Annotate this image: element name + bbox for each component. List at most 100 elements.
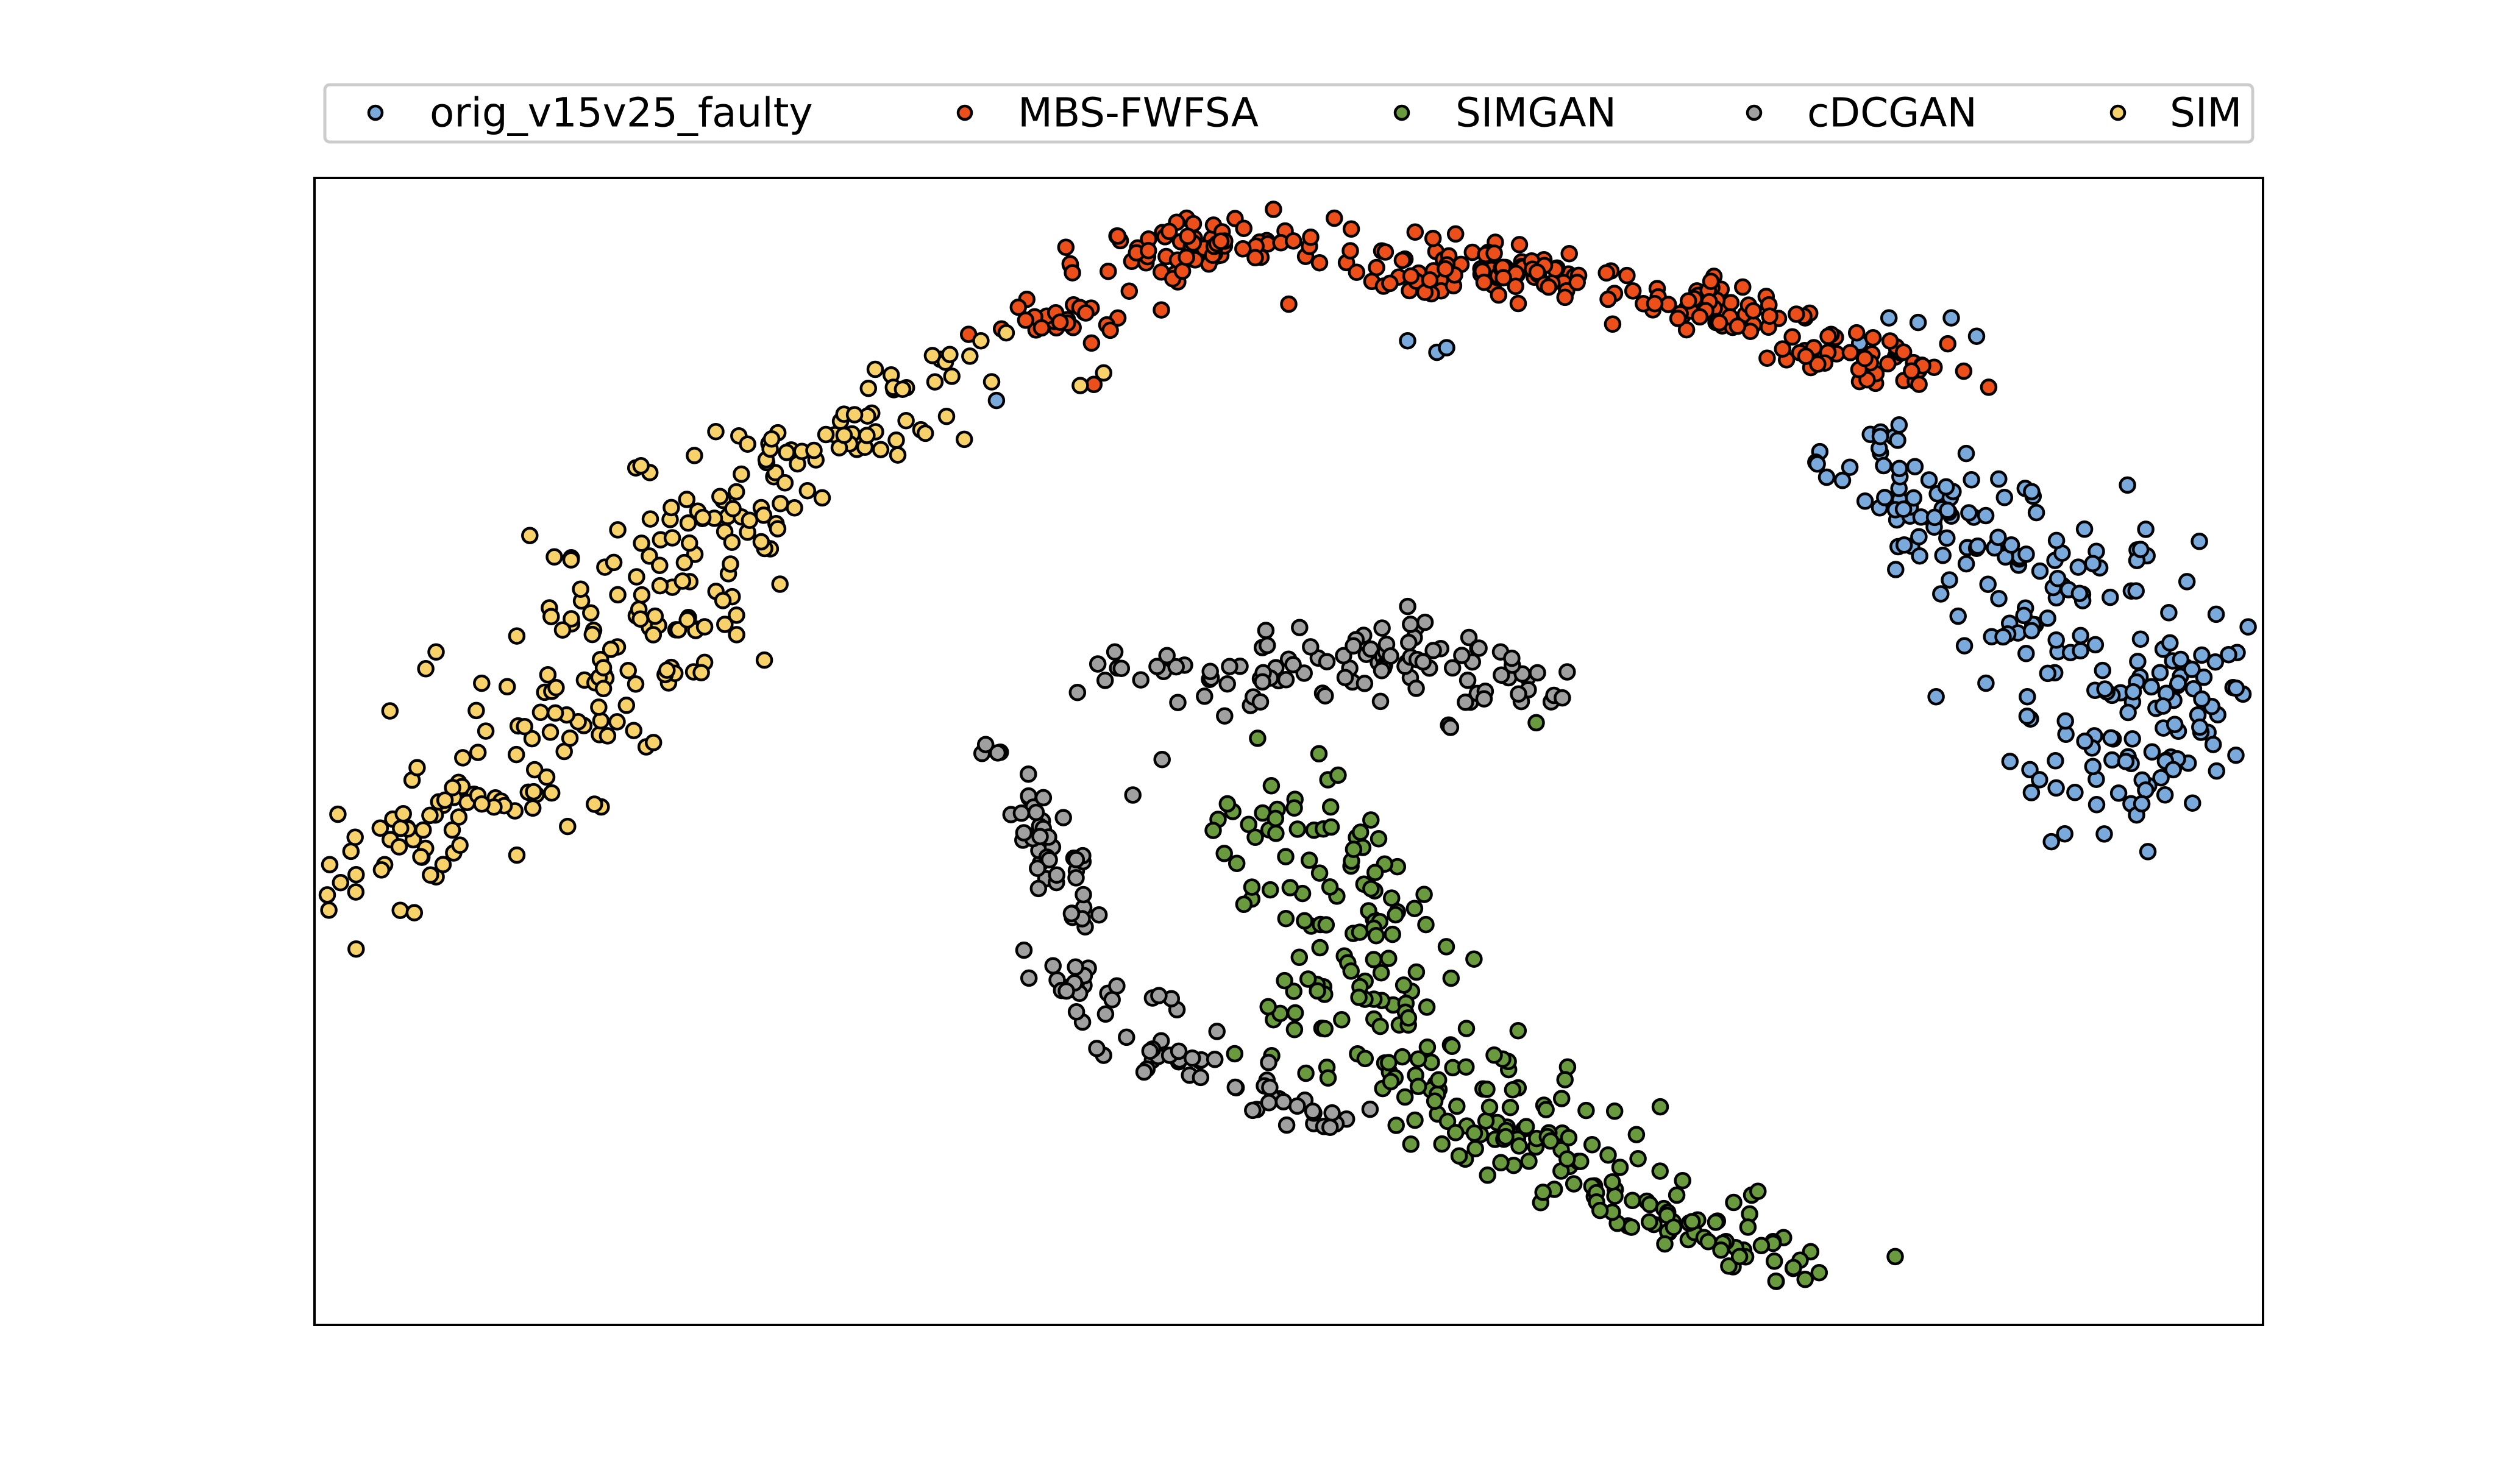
scatter-point: [1797, 347, 1815, 365]
scatter-point: [2164, 761, 2182, 779]
scatter-point: [651, 577, 669, 595]
scatter-point: [1261, 1078, 1279, 1096]
scatter-point: [1528, 263, 1546, 281]
scatter-point: [1399, 1009, 1418, 1027]
scatter-point: [1234, 240, 1252, 258]
scatter-point: [1744, 302, 1762, 320]
scatter-point: [2017, 645, 2035, 662]
scatter-point: [2095, 825, 2113, 843]
scatter-point: [1090, 906, 1108, 924]
scatter-point: [1218, 795, 1237, 813]
legend-marker: [2109, 104, 2127, 121]
scatter-point: [434, 856, 452, 873]
scatter-point: [1345, 637, 1362, 655]
scatter-point: [632, 457, 650, 475]
scatter-point: [1288, 820, 1307, 838]
scatter-point: [2017, 545, 2035, 563]
scatter-point: [1040, 851, 1058, 869]
scatter-point: [1382, 889, 1401, 907]
scatter-point: [477, 722, 495, 740]
scatter-point: [1577, 1101, 1595, 1120]
scatter-point: [347, 865, 365, 884]
scatter-point: [1246, 249, 1264, 267]
scatter-point: [2023, 483, 2041, 500]
scatter-point: [858, 427, 876, 444]
scatter-point: [1817, 468, 1836, 486]
scatter-point: [545, 548, 563, 566]
scatter-point: [2084, 758, 2102, 776]
scatter-point: [1284, 232, 1302, 250]
scatter-point: [1618, 266, 1636, 285]
scatter-point: [1406, 223, 1424, 241]
scatter-point: [1321, 798, 1340, 816]
scatter-point: [1373, 662, 1391, 680]
scatter-point: [2021, 761, 2039, 779]
scatter-point: [1319, 1069, 1337, 1087]
scatter-point: [641, 510, 659, 528]
scatter-point: [1057, 238, 1075, 256]
scatter-point: [752, 533, 770, 551]
scatter-point: [2056, 712, 2074, 730]
scatter-point: [1640, 1213, 1658, 1231]
scatter-point: [1558, 663, 1576, 681]
scatter-point: [1457, 1020, 1476, 1037]
scatter-point: [2156, 786, 2174, 804]
legend-label: SIMGAN: [1455, 90, 1616, 137]
scatter-point: [1310, 864, 1329, 882]
scatter-point: [1437, 938, 1455, 956]
scatter-point: [644, 734, 663, 751]
scatter-point: [1890, 416, 1908, 434]
scatter-point: [525, 783, 542, 801]
scatter-point: [1679, 292, 1697, 310]
scatter-point: [1568, 274, 1586, 291]
scatter-point: [2102, 588, 2119, 606]
scatter-point: [2022, 622, 2041, 640]
scatter-point: [1466, 1140, 1484, 1158]
scatter-point: [1622, 1218, 1641, 1236]
scatter-point: [1206, 1051, 1224, 1068]
scatter-point: [1509, 294, 1527, 313]
scatter-point: [889, 446, 907, 464]
scatter-point: [1277, 848, 1295, 865]
scatter-point: [2137, 781, 2155, 799]
scatter-point: [1665, 1218, 1683, 1236]
scatter-point: [1591, 1201, 1609, 1220]
scatter-point: [1443, 1037, 1461, 1056]
scatter-point: [561, 729, 579, 747]
scatter-point: [1096, 1005, 1115, 1023]
scatter-point: [1173, 262, 1192, 280]
scatter-point: [541, 723, 560, 741]
scatter-point: [553, 621, 572, 639]
scatter-point: [542, 608, 560, 625]
scatter-point: [1317, 916, 1335, 934]
scatter-point: [559, 817, 577, 836]
scatter-point: [1534, 1184, 1552, 1201]
scatter-point: [1218, 675, 1236, 693]
scatter-point: [1788, 305, 1805, 323]
scatter-point: [1417, 915, 1435, 934]
scatter-point: [1424, 642, 1442, 659]
scatter-point: [427, 643, 445, 661]
scatter-point: [1560, 1129, 1578, 1146]
scatter-point: [1809, 355, 1827, 373]
scatter-point: [997, 324, 1015, 342]
scatter-point: [894, 380, 912, 398]
scatter-point: [320, 901, 338, 919]
legend-label: orig_v15v25_faulty: [430, 90, 813, 137]
scatter-point: [1109, 227, 1127, 245]
scatter-point: [1054, 809, 1072, 826]
scatter-point: [2022, 784, 2041, 801]
scatter-point: [417, 660, 435, 678]
scatter-point: [531, 703, 550, 722]
scatter-point: [1938, 529, 1956, 547]
scatter-point: [1373, 619, 1391, 637]
scatter-point: [546, 704, 564, 722]
scatter-point: [414, 821, 432, 839]
scatter-point: [1942, 309, 1960, 327]
scatter-point: [1906, 458, 1924, 475]
scatter-point: [2039, 609, 2056, 627]
scatter-point: [941, 346, 959, 363]
scatter-point: [728, 606, 745, 624]
scatter-point: [1955, 362, 1973, 380]
scatter-point: [1341, 242, 1359, 260]
